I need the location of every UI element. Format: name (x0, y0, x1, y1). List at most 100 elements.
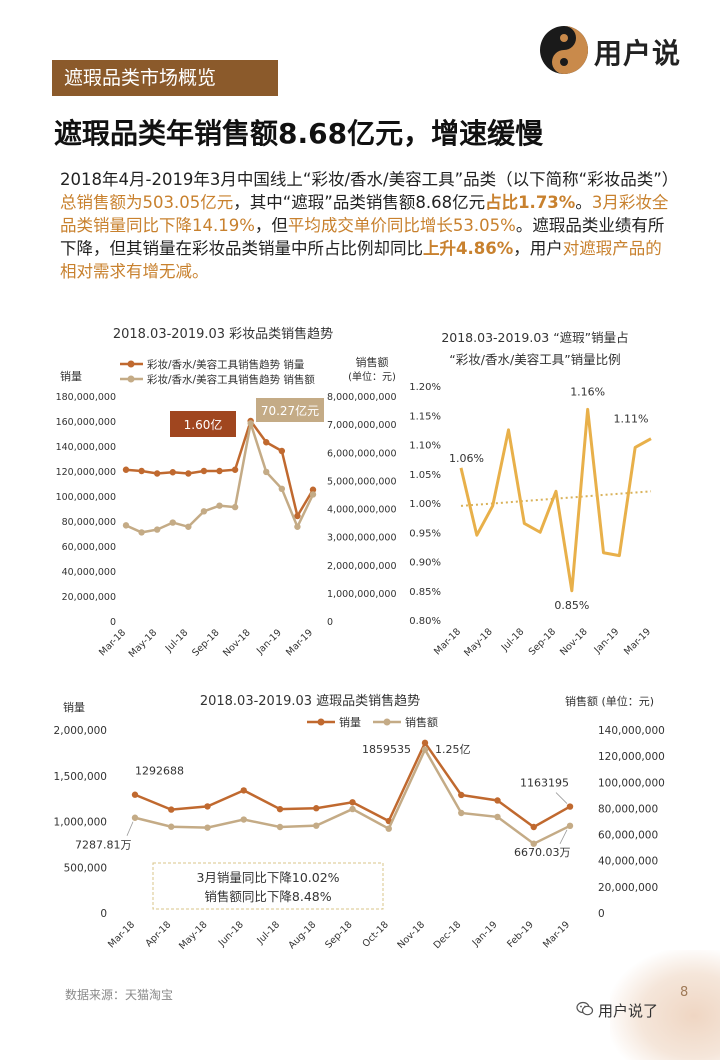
y-tick-left: 0 (100, 908, 107, 920)
data-point-1 (204, 824, 211, 831)
data-label: 0.85% (554, 599, 589, 612)
y-tick-right: 5,000,000,000 (327, 476, 397, 487)
annotation-peak-revenue: 70.27亿元 (261, 403, 319, 418)
chart-title-line2: “彩妆/香水/美容工具”销量比例 (449, 352, 620, 367)
y-tick-right: 4,000,000,000 (327, 505, 397, 516)
leader-line (555, 792, 568, 804)
data-point-0 (138, 467, 145, 475)
y-tick-right: 140,000,000 (598, 725, 665, 737)
y-tick-right: 3,000,000,000 (327, 533, 397, 544)
x-tick-label: Apr-18 (143, 919, 173, 949)
para-highlight-price: 平均成交单价同比增长53.05% (287, 216, 516, 235)
x-tick-label: Jan-19 (592, 626, 622, 656)
y-tick: 0.80% (409, 616, 441, 627)
y-tick-left: 160,000,000 (56, 417, 116, 428)
para-text: 。 (575, 193, 592, 212)
data-point-1 (278, 485, 286, 493)
chart-title-line1: 2018.03-2019.03 “遮瑕”销量占 (441, 330, 628, 345)
data-point-0 (276, 805, 284, 813)
concealer-sales-trend-chart: 2018.03-2019.03 遮瑕品类销售趋势 销量 销售额 (单位：元) 销… (54, 693, 665, 952)
section-tag: 遮瑕品类市场概览 (52, 60, 278, 96)
x-tick-label: Mar-19 (284, 627, 315, 658)
x-tick-label: Nov-18 (558, 626, 590, 658)
y-tick-left: 40,000,000 (62, 567, 116, 578)
data-point-1 (185, 523, 192, 530)
data-point-0 (169, 469, 176, 476)
callout-box (152, 862, 384, 910)
y-tick-right: 6,000,000,000 (327, 448, 397, 459)
data-point-0 (204, 803, 211, 810)
data-point-0 (263, 439, 270, 446)
para-highlight-demand: 对遮瑕产品的相对需求有增无减。 (60, 239, 662, 281)
para-highlight-total: 总销售额为503.05亿元 (60, 193, 234, 212)
data-point-1 (240, 816, 247, 823)
data-point-0 (278, 447, 286, 455)
legend-label-revenue: 彩妆/香水/美容工具销售趋势 销售额 (147, 373, 315, 386)
leader-line (559, 829, 568, 844)
data-point-1 (200, 508, 208, 515)
x-tick-label: Aug-18 (286, 919, 318, 951)
y-tick: 1.00% (409, 499, 441, 510)
x-tick-label: Jan-19 (254, 627, 284, 657)
data-point-0 (421, 739, 429, 747)
x-tick-label: Sep-18 (323, 919, 354, 950)
series-line-1 (125, 422, 315, 534)
para-text: ，用户 (513, 239, 563, 258)
para-text: 2018年4月-2019年3月中国线上“彩妆/香水/美容工具”品类（以下简称“彩… (60, 170, 679, 189)
data-point-1 (421, 746, 429, 753)
data-label: 1163195 (520, 777, 569, 790)
data-label: 1.11% (614, 413, 649, 426)
y-tick: 0.90% (409, 558, 441, 569)
data-label: 1292688 (135, 765, 184, 778)
y-tick-right: 0 (598, 908, 605, 920)
annotation-box-peak-revenue (256, 398, 324, 422)
legend-marker-revenue (383, 718, 391, 726)
legend-marker-revenue (127, 375, 135, 383)
data-point-1 (263, 468, 270, 476)
data-label: 1.25亿 (435, 743, 471, 756)
y-tick-right: 100,000,000 (598, 777, 665, 789)
annotation-peak-volume: 1.60亿 (184, 417, 223, 432)
y-tick-right: 80,000,000 (598, 803, 658, 815)
summary-paragraph: 2018年4月-2019年3月中国线上“彩妆/香水/美容工具”品类（以下简称“彩… (60, 168, 678, 283)
x-tick-label: Jan-19 (470, 919, 500, 949)
data-point-1 (458, 809, 465, 817)
y-axis-right-label: 销售额 (单位：元) (565, 694, 654, 708)
y-tick-right: 7,000,000,000 (327, 420, 397, 431)
y-tick-right: 20,000,000 (598, 882, 658, 894)
series-line (459, 407, 652, 593)
data-point-1 (276, 823, 284, 831)
y-tick-left: 140,000,000 (56, 442, 116, 453)
x-tick-label: Mar-18 (432, 626, 463, 657)
y-tick-right: 40,000,000 (598, 856, 658, 868)
data-point-0 (131, 791, 139, 798)
y-tick-right: 1,000,000,000 (327, 589, 397, 600)
plot-area: 0.80% 0.85% 0.90% 0.95% 1.00% 1.05% 1.10% 1.15%… (409, 382, 653, 659)
data-point-1 (153, 526, 161, 533)
y-axis-left-label: 销量 (63, 700, 85, 714)
data-point-1 (138, 529, 145, 536)
data-label: 7287.81万 (75, 839, 132, 852)
y-tick: 1.05% (409, 470, 441, 481)
leader-line (126, 821, 134, 836)
x-tick-label: Mar-18 (106, 919, 137, 950)
concealer-share-chart: 2018.03-2019.03 “遮瑕”销量占 “彩妆/香水/美容工具”销量比例… (409, 330, 653, 659)
data-point-0 (216, 467, 223, 475)
y-tick: 1.10% (409, 441, 441, 452)
data-point-1 (231, 503, 239, 511)
data-point-1 (309, 491, 317, 498)
y-axis-right-unit: (单位：元) (348, 370, 396, 383)
y-tick-right: 120,000,000 (598, 751, 665, 763)
para-text: ，其中“遮瑕”品类销售额8.68亿元 (233, 193, 486, 212)
y-tick: 1.15% (409, 411, 441, 422)
data-source: 数据来源：天猫淘宝 (65, 988, 174, 1002)
y-tick-right: 60,000,000 (598, 830, 658, 842)
cosmetics-sales-trend-chart: 2018.03-2019.03 彩妆品类销售趋势 彩妆/香水/美容工具销售趋势 … (56, 326, 397, 660)
data-point-1 (385, 825, 392, 832)
series-line-0 (134, 740, 571, 829)
data-point-0 (309, 486, 317, 493)
wechat-icon (576, 1001, 594, 1016)
x-tick-label: Jun-18 (216, 919, 246, 949)
para-text: 。遮瑕品类业绩有所下降，但其销量在彩妆品类销量中所占比例却同比 (60, 216, 665, 258)
brand-logo-icon (540, 26, 588, 74)
